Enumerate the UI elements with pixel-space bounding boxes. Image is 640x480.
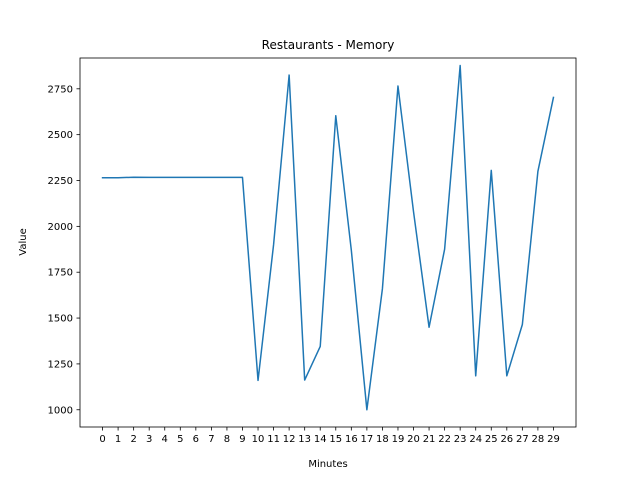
y-tick-label: 2000 <box>48 222 73 233</box>
series-line <box>101 64 555 411</box>
plot-area <box>79 57 577 428</box>
x-tick-label: 17 <box>361 434 374 445</box>
x-tick-label: 24 <box>469 434 482 445</box>
x-tick-label: 20 <box>407 434 420 445</box>
y-tick-label: 1250 <box>48 359 73 370</box>
x-tick-label: 13 <box>298 434 311 445</box>
x-tick-label: 25 <box>485 434 498 445</box>
x-axis: 0 1 2 3 4 5 6 7 8 9 10 11 12 13 14 15 16 17 18 19 20 21 22 23 24… <box>99 427 560 445</box>
x-tick-label: 23 <box>454 434 467 445</box>
x-tick-label: 7 <box>208 434 214 445</box>
y-tick-label: 2750 <box>48 84 73 95</box>
chart-title: Restaurants - Memory <box>262 38 395 52</box>
x-tick-label: 11 <box>267 434 280 445</box>
x-tick-label: 2 <box>130 434 136 445</box>
x-tick-label: 8 <box>224 434 230 445</box>
x-tick-label: 6 <box>193 434 199 445</box>
x-tick-label: 3 <box>146 434 152 445</box>
y-tick-label: 2500 <box>48 130 73 141</box>
y-tick-label: 1750 <box>48 268 73 279</box>
x-tick-label: 12 <box>283 434 296 445</box>
y-axis: 1000 1250 1500 1750 2000 2250 2500 2750 <box>48 84 80 416</box>
y-tick-label: 1000 <box>48 405 73 416</box>
x-tick-label: 22 <box>438 434 451 445</box>
axes-frame <box>79 57 577 428</box>
x-tick-label: 0 <box>99 434 105 445</box>
x-axis-label: Minutes <box>308 459 347 470</box>
x-tick-label: 26 <box>500 434 513 445</box>
x-tick-label: 1 <box>115 434 121 445</box>
x-tick-label: 9 <box>239 434 245 445</box>
x-tick-label: 5 <box>177 434 183 445</box>
y-axis-label: Value <box>18 228 29 255</box>
y-tick-label: 2250 <box>48 176 73 187</box>
x-tick-label: 16 <box>345 434 358 445</box>
x-tick-label: 28 <box>532 434 545 445</box>
x-tick-label: 18 <box>376 434 389 445</box>
y-tick-label: 1500 <box>48 314 73 325</box>
x-tick-label: 27 <box>516 434 529 445</box>
x-tick-label: 29 <box>547 434 560 445</box>
x-tick-label: 15 <box>329 434 342 445</box>
x-tick-label: 10 <box>252 434 265 445</box>
x-tick-label: 19 <box>392 434 405 445</box>
x-tick-label: 14 <box>314 434 327 445</box>
x-tick-label: 21 <box>423 434 436 445</box>
x-tick-label: 4 <box>162 434 168 445</box>
